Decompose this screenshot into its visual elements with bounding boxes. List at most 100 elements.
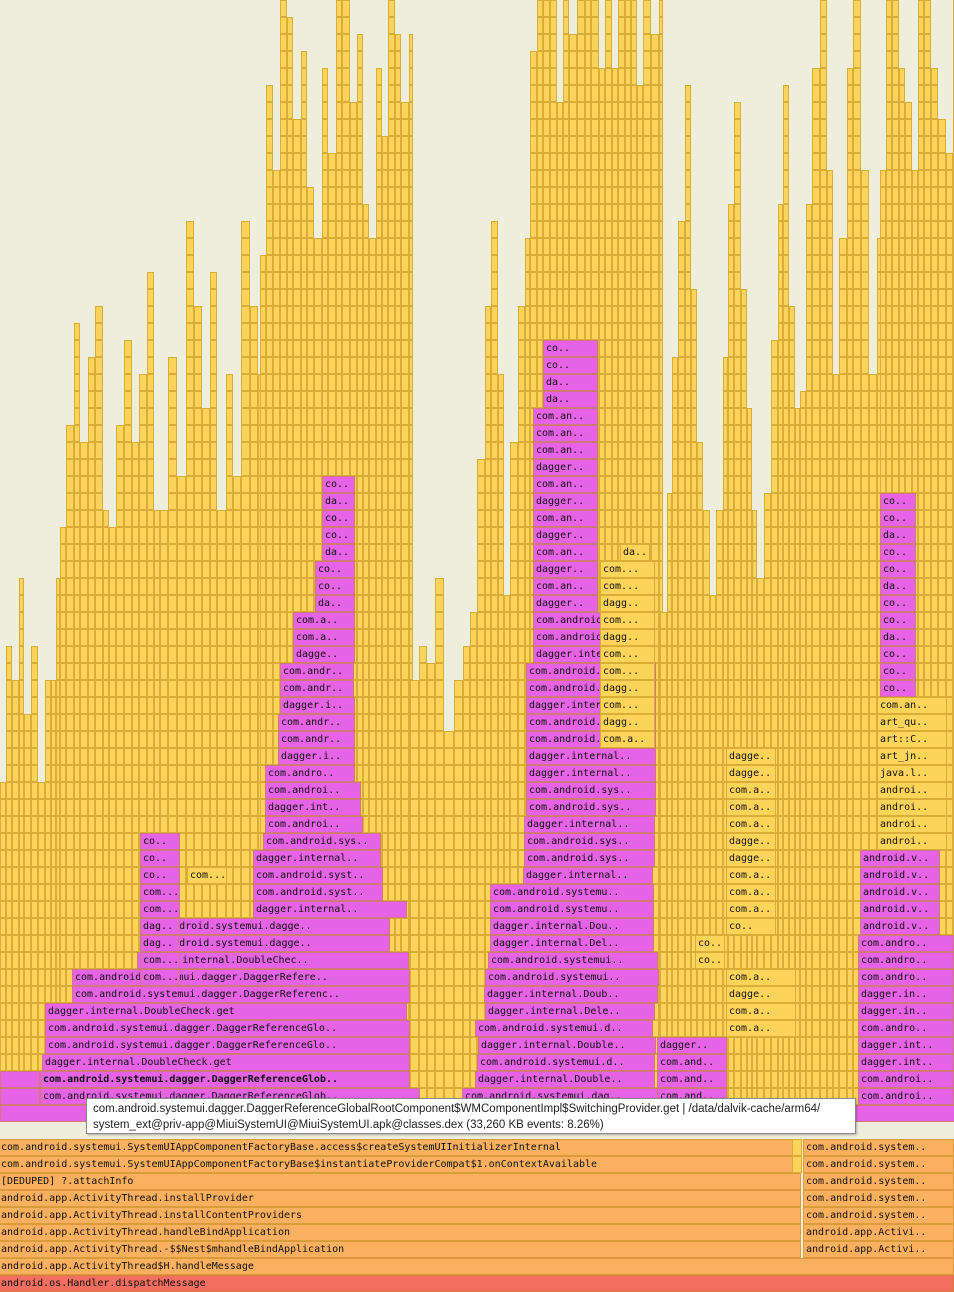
frame[interactable] <box>470 986 477 1003</box>
frame[interactable] <box>226 527 233 544</box>
frame[interactable] <box>660 612 667 629</box>
frame[interactable] <box>266 442 273 459</box>
frame[interactable] <box>388 663 395 680</box>
frame[interactable] <box>376 102 382 119</box>
frame[interactable] <box>401 119 409 136</box>
frame[interactable] <box>419 884 427 901</box>
frame[interactable] <box>194 527 202 544</box>
frame[interactable] <box>12 1054 19 1071</box>
frame[interactable] <box>266 527 273 544</box>
frame[interactable] <box>454 850 463 867</box>
frame[interactable] <box>569 306 577 323</box>
frame[interactable] <box>210 680 217 697</box>
frame[interactable] <box>388 255 395 272</box>
frame[interactable] <box>409 34 413 51</box>
frame[interactable] <box>241 595 250 612</box>
frame[interactable] <box>168 646 177 663</box>
frame[interactable] <box>80 867 88 884</box>
frame[interactable] <box>116 918 124 935</box>
frame[interactable] <box>369 238 376 255</box>
frame[interactable] <box>477 510 485 527</box>
frame[interactable] <box>518 527 525 544</box>
frame[interactable] <box>454 1054 463 1071</box>
frame[interactable] <box>477 612 485 629</box>
frame[interactable] <box>31 816 38 833</box>
frame[interactable] <box>160 799 168 816</box>
frame[interactable] <box>577 255 585 272</box>
frame[interactable] <box>80 782 88 799</box>
frame[interactable] <box>328 442 336 459</box>
frame[interactable] <box>454 1003 463 1020</box>
frame[interactable] <box>147 544 154 561</box>
frame[interactable] <box>66 952 74 969</box>
frame[interactable] <box>435 1054 444 1071</box>
frame[interactable] <box>660 884 667 901</box>
frame[interactable] <box>470 952 477 969</box>
frame[interactable] <box>266 476 273 493</box>
frame[interactable] <box>66 663 74 680</box>
frame[interactable] <box>463 663 470 680</box>
frame[interactable] <box>177 629 186 646</box>
frame[interactable] <box>651 272 659 289</box>
frame[interactable] <box>678 1003 685 1020</box>
frame[interactable] <box>550 238 557 255</box>
frame[interactable] <box>293 170 301 187</box>
frame[interactable] <box>314 425 322 442</box>
frame[interactable] <box>577 204 585 221</box>
frame[interactable] <box>124 663 132 680</box>
frame[interactable] <box>109 544 116 561</box>
frame[interactable] <box>250 578 258 595</box>
frame[interactable] <box>530 391 537 408</box>
frame[interactable] <box>95 884 103 901</box>
frame[interactable] <box>659 238 663 255</box>
frame[interactable] <box>160 510 168 527</box>
frame[interactable] <box>369 255 376 272</box>
frame[interactable] <box>577 238 585 255</box>
frame[interactable] <box>38 1020 45 1037</box>
frame[interactable] <box>518 544 525 561</box>
frame[interactable] <box>685 255 691 272</box>
frame[interactable] <box>591 306 599 323</box>
frame[interactable] <box>470 629 477 646</box>
frame[interactable] <box>233 731 241 748</box>
frame[interactable] <box>651 204 659 221</box>
frame[interactable] <box>293 374 301 391</box>
frame[interactable] <box>88 408 95 425</box>
frame[interactable] <box>95 544 103 561</box>
frame[interactable] <box>369 510 376 527</box>
frame[interactable] <box>80 697 88 714</box>
frame[interactable] <box>233 782 241 799</box>
frame[interactable] <box>643 323 651 340</box>
frame[interactable] <box>477 629 485 646</box>
frame[interactable] <box>147 595 154 612</box>
frame[interactable] <box>477 833 485 850</box>
frame[interactable] <box>210 391 217 408</box>
frame[interactable] <box>409 663 413 680</box>
frame[interactable] <box>88 697 95 714</box>
frame[interactable] <box>409 646 413 663</box>
frame[interactable] <box>226 510 233 527</box>
frame[interactable] <box>591 153 599 170</box>
frame[interactable] <box>241 748 250 765</box>
frame[interactable] <box>651 527 659 544</box>
frame[interactable] <box>477 595 485 612</box>
frame[interactable] <box>530 272 537 289</box>
frame[interactable] <box>186 425 194 442</box>
frame[interactable] <box>618 459 625 476</box>
frame[interactable] <box>233 867 241 884</box>
frame[interactable] <box>678 816 685 833</box>
frame[interactable] <box>266 238 273 255</box>
frame[interactable] <box>217 544 226 561</box>
frame[interactable] <box>678 901 685 918</box>
frame[interactable] <box>132 901 139 918</box>
frame[interactable] <box>12 833 19 850</box>
frame[interactable] <box>643 255 651 272</box>
frame[interactable] <box>280 357 287 374</box>
frame[interactable] <box>427 1037 435 1054</box>
frame[interactable] <box>210 289 217 306</box>
frame[interactable] <box>477 799 485 816</box>
frame[interactable] <box>463 1037 470 1054</box>
frame[interactable] <box>342 85 350 102</box>
frame[interactable] <box>80 527 88 544</box>
frame[interactable] <box>95 646 103 663</box>
